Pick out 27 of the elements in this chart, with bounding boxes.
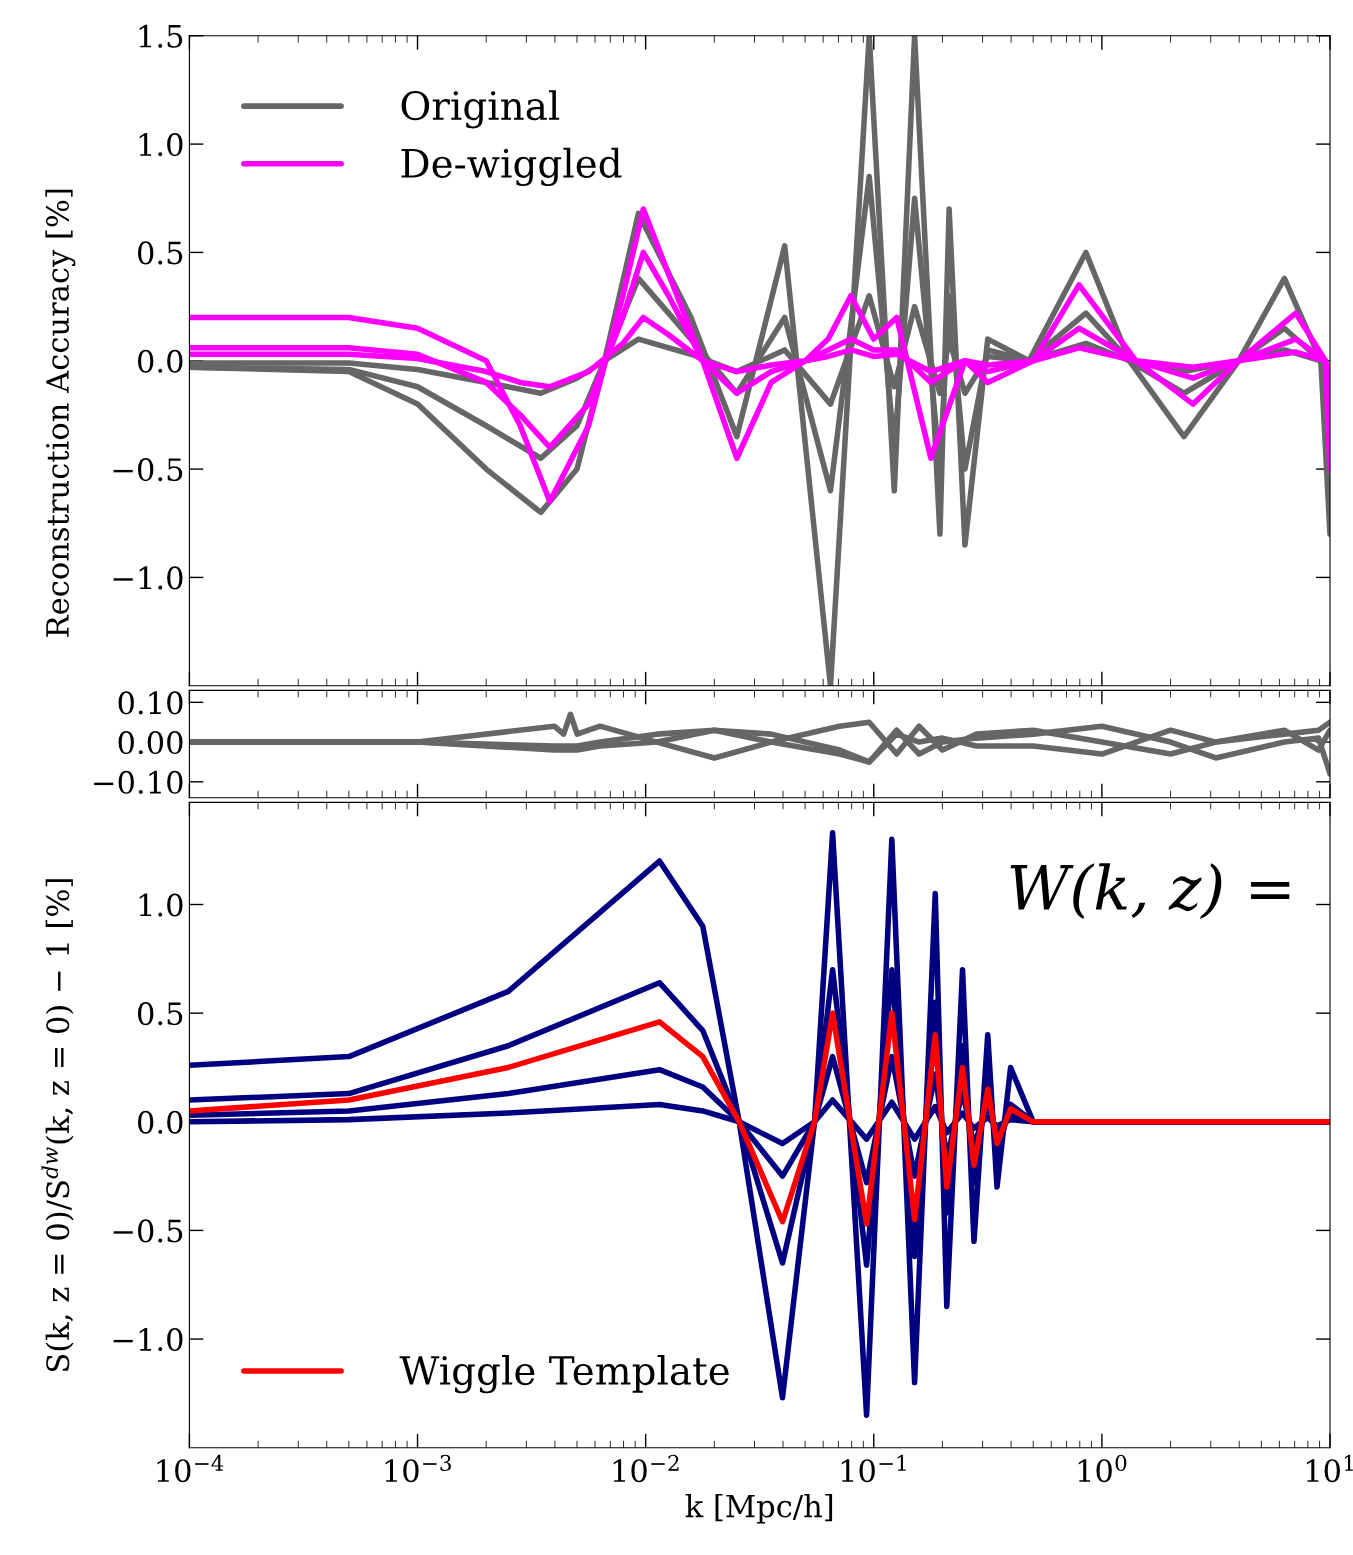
y-tick-label: 1.5 xyxy=(139,24,183,48)
x-tick-label: 10$^{−2}$ xyxy=(613,1454,679,1483)
y-tick-label: −0.5 xyxy=(113,458,183,482)
y-axis-title: S(k, z = 0)/S$^{dw}$(k, z = 0) − 1 [%] xyxy=(41,879,74,1372)
y-tick-label: −1.0 xyxy=(113,1328,183,1352)
y-axis-title: Reconstruction Accuracy [%] xyxy=(45,189,76,637)
x-tick-label: 10$^{−3}$ xyxy=(385,1454,451,1483)
x-tick-label: 10$^{−1}$ xyxy=(841,1454,906,1483)
legend-label: Wiggle Template xyxy=(399,1355,729,1394)
x-tick-label: 10$^{0}$ xyxy=(1078,1454,1127,1483)
y-tick-label: 1.0 xyxy=(139,893,183,917)
y-tick-label: −0.10 xyxy=(94,770,183,794)
legend-label: De-wiggled xyxy=(401,147,622,187)
x-axis-title: k [Mpc/h] xyxy=(685,1493,833,1524)
y-tick-label: 1.0 xyxy=(139,133,183,157)
annotation: W(k, z) = xyxy=(1010,863,1290,920)
y-tick-label: 0.5 xyxy=(137,1002,183,1026)
y-tick-label: 0.0 xyxy=(137,349,183,373)
y-tick-label: 0.10 xyxy=(118,691,183,715)
y-tick-label: 0.00 xyxy=(118,731,183,755)
legend-label: Original xyxy=(401,90,560,129)
y-tick-label: −0.5 xyxy=(113,1219,183,1243)
y-tick-label: −1.0 xyxy=(113,566,183,590)
x-tick-label: 10$^{−4}$ xyxy=(157,1454,224,1483)
x-tick-label: 10$^{1}$ xyxy=(1306,1454,1353,1483)
y-tick-label: 0.0 xyxy=(137,1110,183,1134)
y-tick-label: 0.5 xyxy=(137,241,183,265)
